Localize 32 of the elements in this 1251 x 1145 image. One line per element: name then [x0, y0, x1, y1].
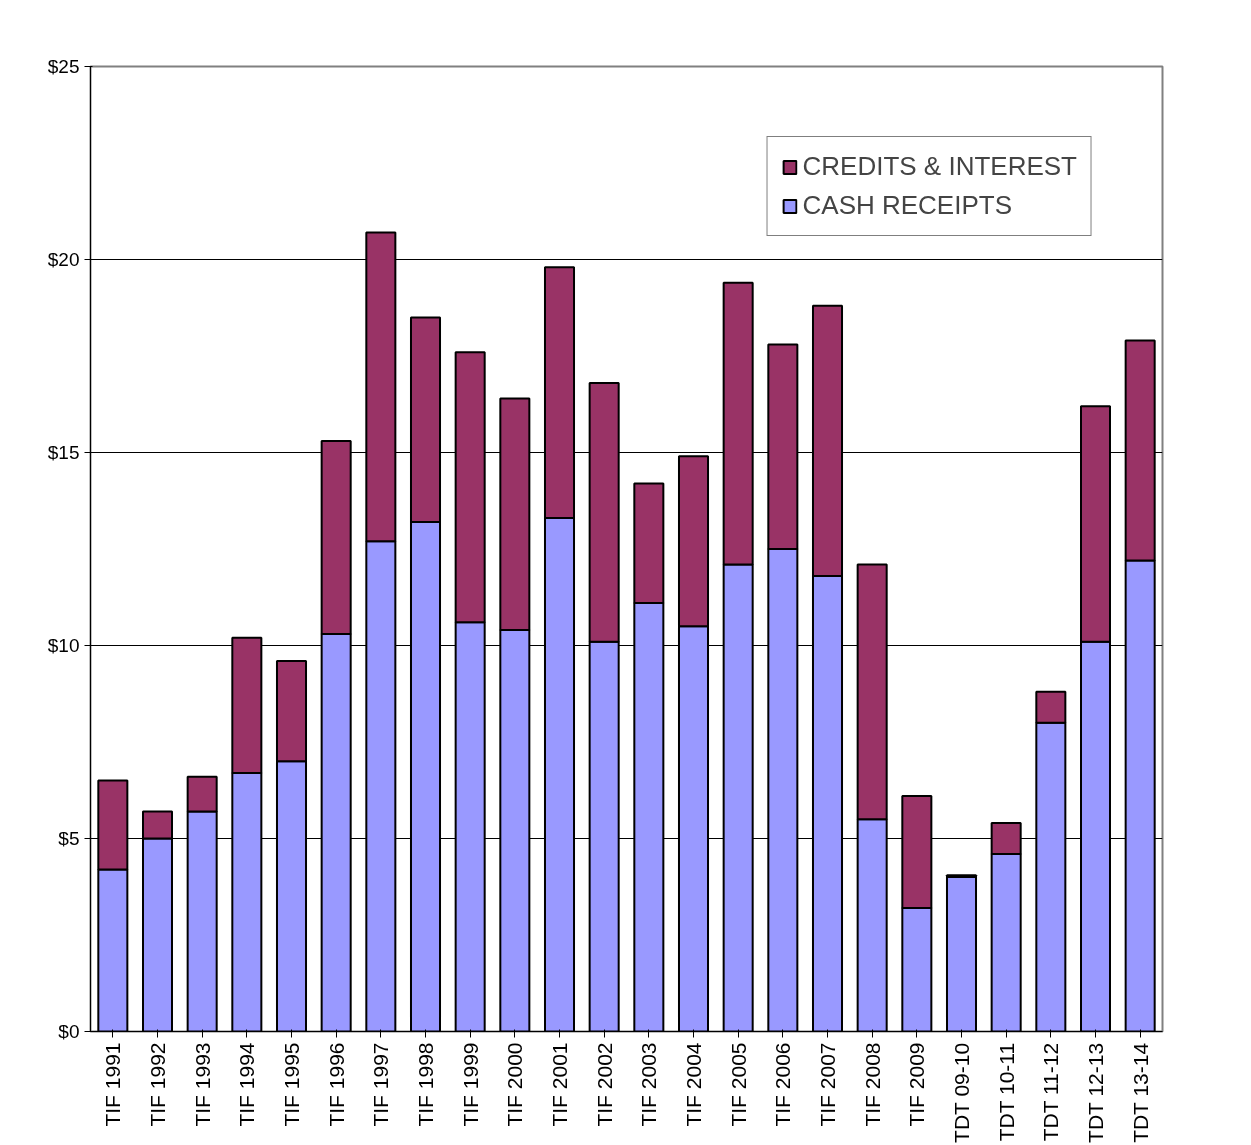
x-tick-label: TIF 1995 [280, 1042, 303, 1127]
x-tick-label: TIF 2009 [905, 1042, 929, 1127]
x-tick-label: TIF 1996 [324, 1042, 348, 1127]
x-tick-label: TIF 2002 [592, 1042, 616, 1127]
x-tick-label: TIF 1999 [458, 1042, 482, 1127]
x-tick-label: TIF 2003 [637, 1042, 661, 1127]
y-tick-label: $10 [47, 635, 80, 656]
x-tick-label: TDT 12-13 [1084, 1042, 1107, 1143]
x-tick-label: TIF 1991 [101, 1042, 125, 1127]
y-tick-label: $5 [58, 828, 80, 849]
y-tick-label: $0 [58, 1021, 80, 1042]
x-tick-label: TIF 2004 [682, 1042, 705, 1127]
x-tick-label: TDT 13-14 [1128, 1042, 1152, 1143]
x-tick-label: TIF 1994 [235, 1042, 259, 1127]
x-tick-label: TIF 1992 [146, 1042, 169, 1127]
x-tick-label: TIF 1997 [369, 1042, 393, 1127]
legend-label: CREDITS & INTEREST [802, 151, 1077, 182]
x-tick-label: TIF 2007 [816, 1042, 839, 1127]
x-tick-label: TDT 09-10 [950, 1042, 973, 1143]
y-tick-label: $20 [47, 249, 80, 270]
x-tick-label: TDT 11-12 [1039, 1042, 1063, 1142]
legend-label: CASH RECEIPTS [802, 190, 1013, 221]
x-tick-label: TIF 2005 [726, 1042, 750, 1127]
y-tick-label: $15 [47, 442, 80, 463]
x-tick-label: TIF 2001 [548, 1042, 571, 1127]
y-tick-label: $25 [47, 56, 80, 77]
x-tick-label: TIF 2000 [503, 1042, 527, 1127]
x-tick-label: TIF 1998 [414, 1042, 437, 1127]
x-tick-label: TIF 2006 [771, 1042, 795, 1127]
x-tick-label: TDT 10-11 [994, 1042, 1018, 1142]
x-tick-label: TIF 1993 [190, 1042, 214, 1127]
x-tick-label: TIF 2008 [860, 1042, 884, 1127]
